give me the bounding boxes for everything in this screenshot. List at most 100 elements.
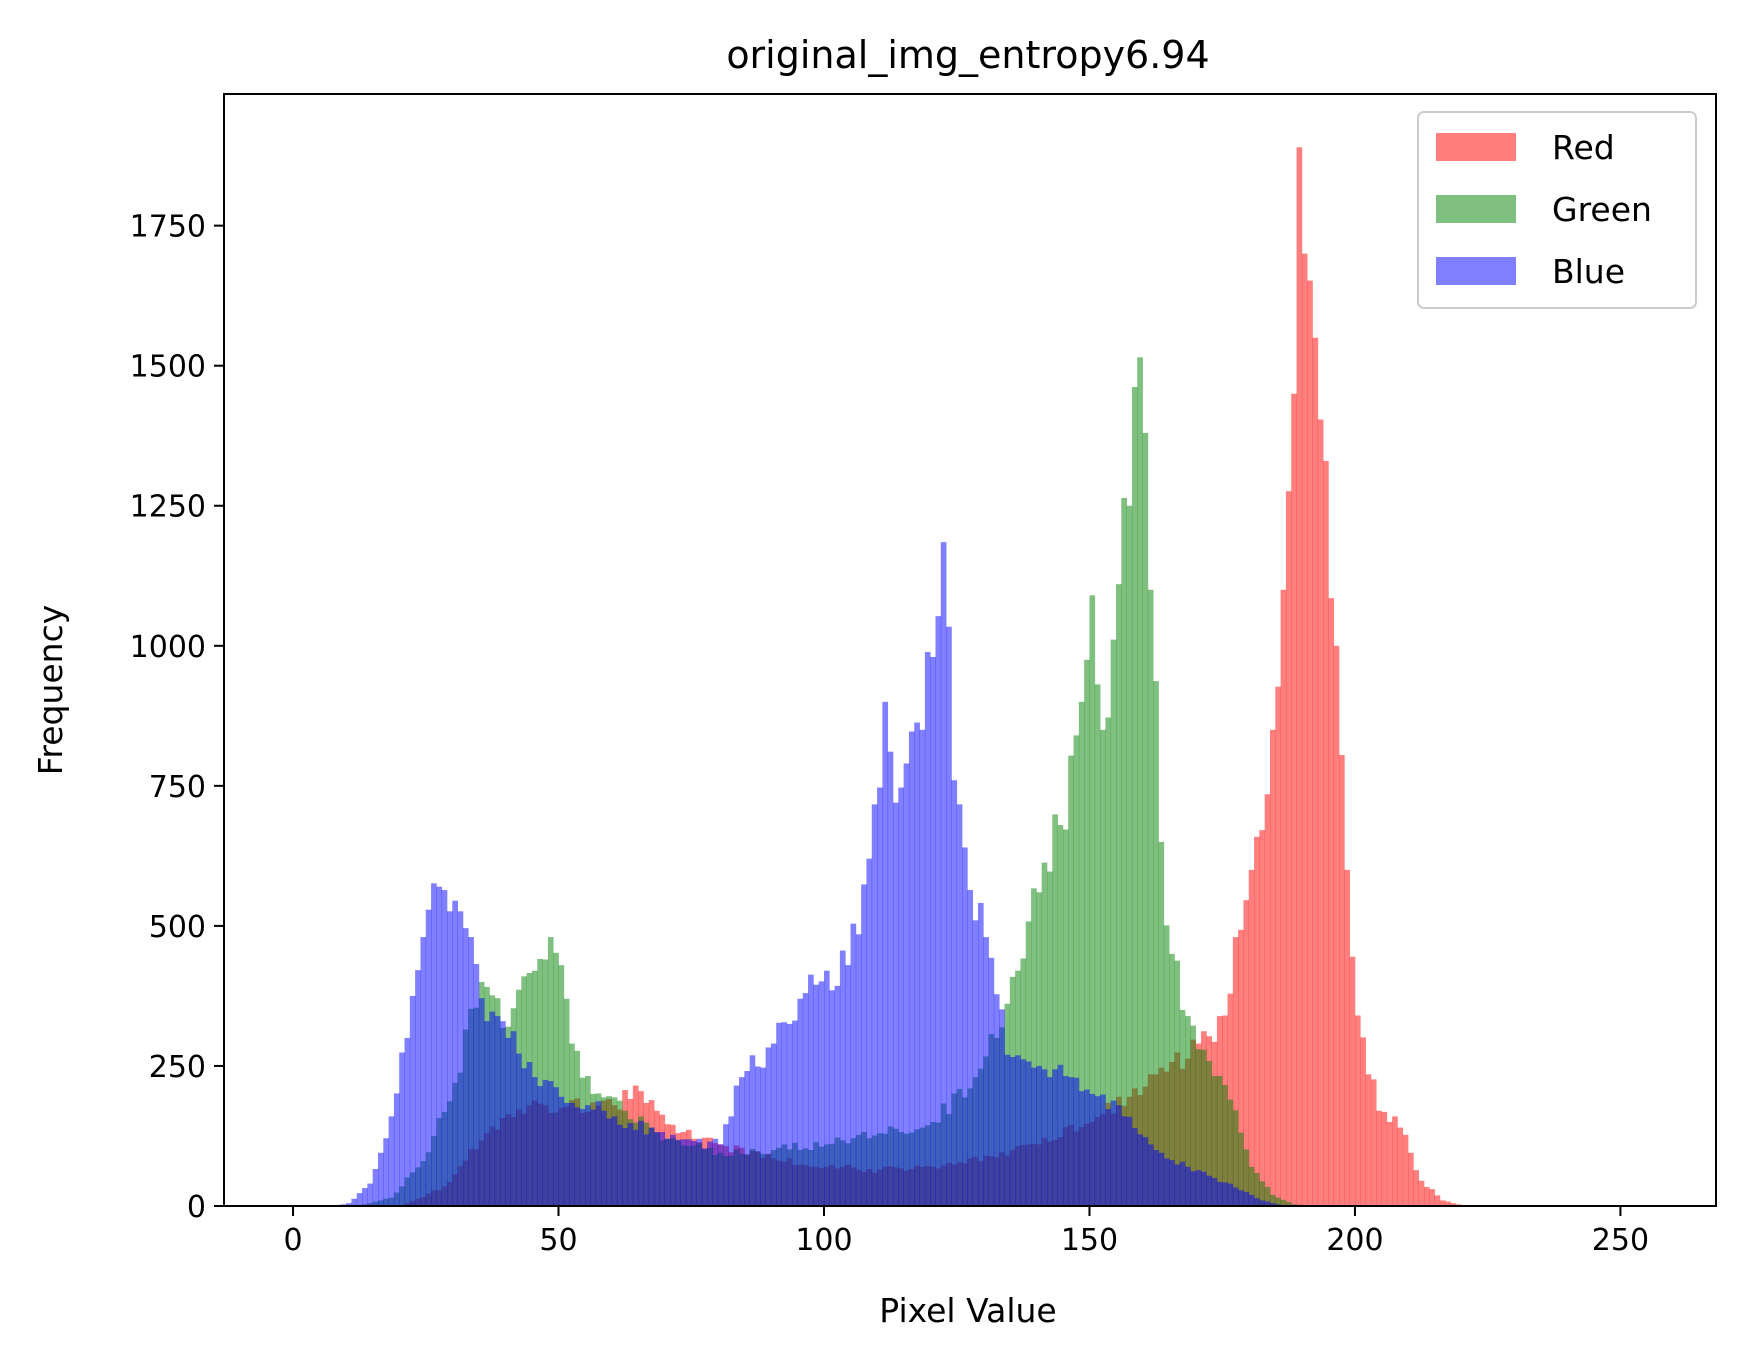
bar-blue-11	[351, 1198, 358, 1206]
bar-blue-126	[962, 847, 968, 1206]
bar-green-46	[537, 958, 543, 1206]
bar-green-161	[1147, 589, 1154, 1206]
bar-blue-166	[1174, 1164, 1181, 1206]
bar-blue-170	[1195, 1170, 1202, 1206]
bar-blue-57	[595, 1101, 602, 1206]
bar-green-164	[1163, 925, 1170, 1206]
bar-green-156	[1121, 497, 1127, 1206]
legend-label-red: Red	[1552, 128, 1615, 167]
histogram-bars	[330, 147, 1462, 1207]
bar-red-212	[1418, 1180, 1425, 1206]
bar-green-153	[1105, 717, 1112, 1206]
bar-blue-87	[754, 1066, 761, 1206]
bar-blue-141	[1041, 1069, 1048, 1206]
bar-blue-88	[760, 1067, 766, 1206]
y-tick-label: 1000	[130, 630, 206, 665]
bar-green-158	[1131, 386, 1138, 1206]
bar-green-143	[1052, 814, 1058, 1206]
bar-green-155	[1116, 584, 1122, 1206]
legend-swatch-red	[1436, 133, 1516, 161]
bar-blue-147	[1073, 1077, 1080, 1206]
bar-red-184	[1269, 729, 1276, 1206]
bar-blue-139	[1031, 1067, 1037, 1206]
bar-green-152	[1100, 729, 1106, 1206]
bar-green-171	[1200, 1049, 1207, 1206]
bar-blue-129	[977, 902, 984, 1206]
bar-blue-61	[616, 1124, 623, 1206]
bar-green-48	[547, 937, 554, 1206]
bar-red-217	[1445, 1201, 1451, 1206]
bar-blue-183	[1264, 1201, 1271, 1206]
bar-red-195	[1328, 598, 1335, 1206]
bar-green-180	[1248, 1166, 1255, 1206]
bar-green-172	[1206, 1060, 1212, 1206]
axes: 0 50 100 150 200 250 0 250 500 750 1000 1250 1500 175…	[130, 93, 1717, 1258]
bar-blue-69	[659, 1132, 666, 1206]
y-tick-label: 250	[149, 1050, 206, 1085]
bar-blue-12	[356, 1193, 363, 1206]
legend-swatch-green	[1436, 195, 1516, 223]
bar-blue-109	[871, 804, 878, 1206]
bar-blue-40	[505, 1037, 512, 1206]
bar-blue-42	[516, 1053, 522, 1206]
bar-blue-10	[346, 1203, 352, 1206]
legend-label-green: Green	[1552, 190, 1652, 229]
bar-red-203	[1370, 1079, 1377, 1206]
bar-blue-82	[728, 1116, 735, 1206]
bar-green-174	[1216, 1076, 1223, 1206]
bar-blue-37	[489, 1011, 496, 1206]
bar-blue-97	[808, 974, 814, 1206]
bar-blue-162	[1153, 1149, 1159, 1206]
bar-green-159	[1137, 357, 1143, 1206]
bar-blue-160	[1142, 1137, 1149, 1206]
bar-blue-124	[951, 780, 958, 1206]
bar-red-218	[1450, 1203, 1457, 1206]
bar-green-162	[1153, 681, 1159, 1206]
bar-blue-152	[1100, 1094, 1106, 1206]
bar-blue-99	[818, 981, 825, 1206]
bar-blue-136	[1015, 1055, 1021, 1206]
bar-blue-184	[1269, 1203, 1276, 1206]
bar-red-204	[1376, 1110, 1382, 1206]
bar-blue-46	[537, 1086, 543, 1206]
bar-blue-182	[1259, 1200, 1266, 1206]
bar-blue-163	[1158, 1152, 1165, 1206]
y-tick-label: 1750	[130, 210, 206, 245]
bar-green-151	[1094, 684, 1101, 1206]
bar-red-209	[1402, 1134, 1409, 1206]
bar-green-175	[1222, 1085, 1228, 1206]
bar-blue-178	[1238, 1190, 1244, 1206]
x-tick-label: 150	[1061, 1223, 1118, 1258]
bar-blue-75	[691, 1141, 697, 1206]
bar-red-177	[1232, 937, 1239, 1206]
bar-blue-41	[510, 1031, 517, 1206]
bar-blue-138	[1025, 1061, 1032, 1206]
bar-green-160	[1142, 432, 1149, 1206]
bar-blue-91	[776, 1022, 782, 1206]
bar-red-200	[1354, 1015, 1361, 1206]
bar-blue-60	[611, 1116, 618, 1206]
bar-red-182	[1259, 830, 1266, 1206]
bar-blue-105	[850, 923, 857, 1206]
bar-red-179	[1243, 900, 1250, 1206]
bar-blue-26	[431, 883, 437, 1206]
bar-red-191	[1307, 280, 1313, 1206]
bar-green-148	[1078, 701, 1085, 1206]
bar-blue-44	[526, 1062, 533, 1206]
bar-red-188	[1291, 393, 1297, 1207]
chart-title: original_img_entropy6.94	[726, 33, 1209, 77]
bar-blue-70	[664, 1138, 671, 1206]
bar-red-190	[1301, 253, 1308, 1206]
bar-blue-172	[1206, 1175, 1212, 1206]
bar-blue-32	[462, 928, 469, 1206]
bar-blue-18	[388, 1116, 395, 1206]
bar-blue-68	[654, 1132, 660, 1206]
x-tick-label: 200	[1326, 1223, 1383, 1258]
x-tick-label: 100	[795, 1223, 852, 1258]
bar-red-186	[1280, 589, 1287, 1206]
bar-blue-121	[935, 616, 942, 1206]
bar-green-145	[1062, 829, 1069, 1206]
bar-blue-98	[813, 984, 820, 1206]
bar-blue-119	[924, 651, 931, 1206]
